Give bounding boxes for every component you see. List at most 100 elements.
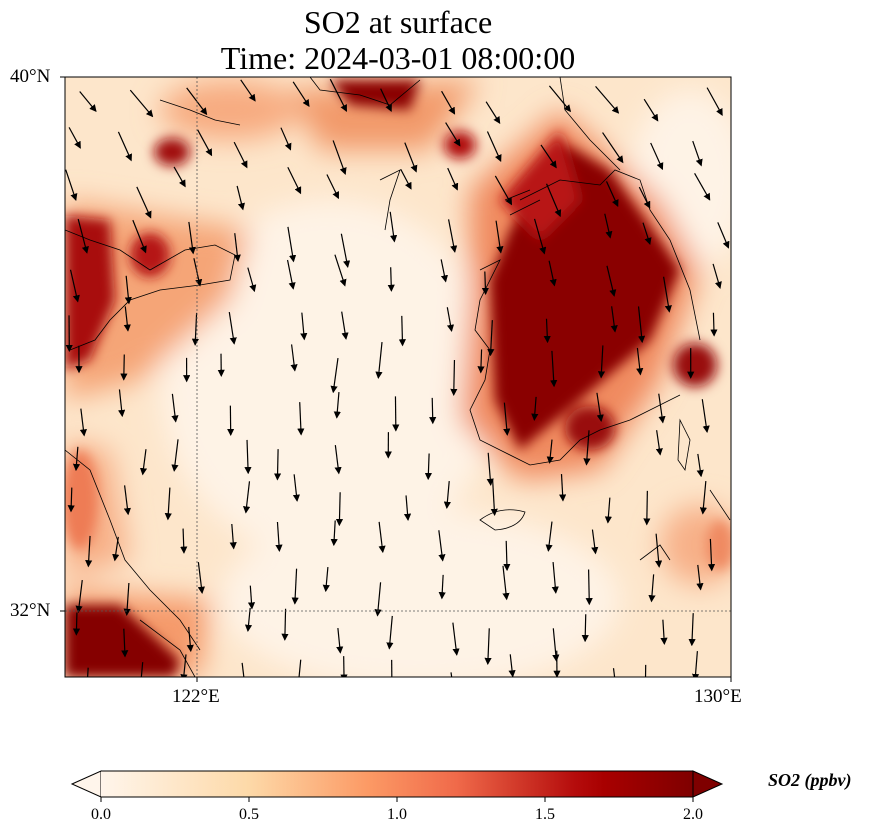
wind-arrow bbox=[717, 222, 730, 249]
wind-arrow bbox=[68, 127, 81, 149]
wind-arrow bbox=[280, 127, 292, 151]
wind-arrow bbox=[85, 535, 93, 568]
wind-arrow bbox=[173, 166, 186, 188]
wind-arrow bbox=[291, 568, 299, 605]
wind-arrow bbox=[79, 91, 97, 113]
wind-arrow bbox=[286, 259, 296, 290]
wind-arrow bbox=[545, 183, 562, 218]
wind-arrow bbox=[180, 528, 188, 554]
wind-arrow bbox=[548, 85, 572, 113]
wind-arrow bbox=[585, 569, 593, 606]
wind-arrow bbox=[193, 258, 203, 287]
wind-arrow bbox=[188, 221, 196, 255]
wind-arrow bbox=[531, 396, 539, 421]
wind-arrow bbox=[117, 131, 132, 162]
wind-arrow bbox=[242, 481, 251, 514]
wind-arrow bbox=[443, 481, 451, 509]
wind-arrow bbox=[72, 612, 81, 636]
wind-arrow bbox=[403, 495, 412, 522]
wind-arrow bbox=[292, 474, 300, 502]
wind-arrow bbox=[79, 408, 87, 437]
wind-arrow bbox=[334, 254, 347, 287]
wind-arrow bbox=[341, 311, 349, 340]
wind-arrow bbox=[441, 90, 456, 115]
wind-arrow bbox=[322, 567, 330, 593]
wind-arrow bbox=[692, 140, 703, 167]
wind-arrow bbox=[438, 530, 446, 562]
wind-arrow bbox=[595, 86, 620, 114]
wind-arrow bbox=[533, 218, 547, 255]
chart-subtitle: Time: 2024-03-01 08:00:00 bbox=[220, 40, 576, 76]
wind-arrow bbox=[612, 668, 616, 677]
wind-arrow bbox=[548, 260, 557, 287]
lon-tick-130: 130°E bbox=[694, 686, 742, 707]
wind-arrow bbox=[650, 142, 664, 171]
colorbar-gradient bbox=[101, 771, 693, 797]
wind-arrow bbox=[287, 166, 302, 195]
wind-arrow bbox=[121, 628, 129, 658]
wind-arrow bbox=[404, 142, 418, 173]
wind-arrow bbox=[171, 393, 179, 423]
wind-arrow bbox=[694, 173, 711, 201]
wind-arrow bbox=[602, 132, 624, 164]
wind-arrow bbox=[136, 186, 152, 219]
wind-arrow bbox=[663, 276, 672, 313]
wind-arrow bbox=[240, 79, 256, 102]
wind-arrow bbox=[335, 492, 344, 527]
wind-arrow bbox=[655, 533, 663, 568]
wind-arrow bbox=[129, 89, 154, 118]
wind-arrow bbox=[330, 358, 339, 394]
lon-tick-122: 122°E bbox=[172, 686, 220, 707]
wind-arrow bbox=[233, 141, 248, 169]
wind-arrow bbox=[699, 481, 707, 515]
wind-arrow bbox=[655, 430, 663, 456]
wind-arrow bbox=[65, 169, 78, 201]
wind-arrow bbox=[552, 628, 560, 662]
wind-arrow bbox=[330, 520, 338, 547]
wind-arrow bbox=[696, 564, 704, 591]
wind-arrow bbox=[380, 88, 392, 113]
wind-arrow bbox=[123, 582, 131, 616]
wind-arrow bbox=[139, 449, 148, 476]
wind-arrow bbox=[229, 523, 237, 550]
colorbar-tick: 2.0 bbox=[683, 806, 703, 823]
wind-arrow bbox=[72, 446, 81, 472]
wind-arrow bbox=[171, 439, 179, 472]
wind-arrow bbox=[490, 479, 498, 517]
wind-arrow bbox=[326, 174, 339, 200]
wind-arrow bbox=[484, 628, 492, 666]
wind-arrow bbox=[292, 81, 310, 107]
wind-arrow bbox=[375, 342, 383, 380]
wind-arrow bbox=[247, 267, 257, 293]
wind-arrow bbox=[477, 349, 485, 374]
wind-arrow bbox=[452, 622, 460, 656]
wind-arrow bbox=[244, 607, 253, 633]
wind-arrow bbox=[706, 87, 723, 116]
wind-arrow bbox=[637, 306, 646, 344]
wind-arrow bbox=[508, 654, 516, 677]
wind-arrow bbox=[688, 613, 696, 647]
wind-arrow bbox=[447, 219, 458, 253]
wind-arrow bbox=[334, 445, 342, 475]
wind-arrow bbox=[67, 487, 75, 513]
wind-arrow bbox=[140, 662, 144, 677]
wind-arrow bbox=[233, 233, 241, 263]
wind-arrow bbox=[75, 579, 83, 614]
wind-arrow bbox=[180, 654, 188, 677]
wind-arrow bbox=[244, 439, 252, 475]
wind-arrow bbox=[386, 615, 394, 650]
wind-arrow bbox=[546, 439, 554, 464]
wind-arrow bbox=[642, 222, 652, 246]
wind-arrow bbox=[551, 562, 559, 594]
wind-arrow bbox=[112, 536, 120, 562]
wind-arrow bbox=[164, 487, 172, 521]
wind-arrow bbox=[540, 144, 557, 169]
wind-arrow bbox=[400, 168, 412, 190]
wind-arrow bbox=[447, 167, 459, 191]
wind-arrow bbox=[545, 521, 553, 552]
wind-arrow bbox=[120, 354, 128, 381]
wind-arrow bbox=[559, 474, 567, 502]
wind-arrow bbox=[440, 259, 448, 283]
wind-arrow bbox=[710, 312, 718, 337]
wind-arrow bbox=[591, 529, 599, 555]
